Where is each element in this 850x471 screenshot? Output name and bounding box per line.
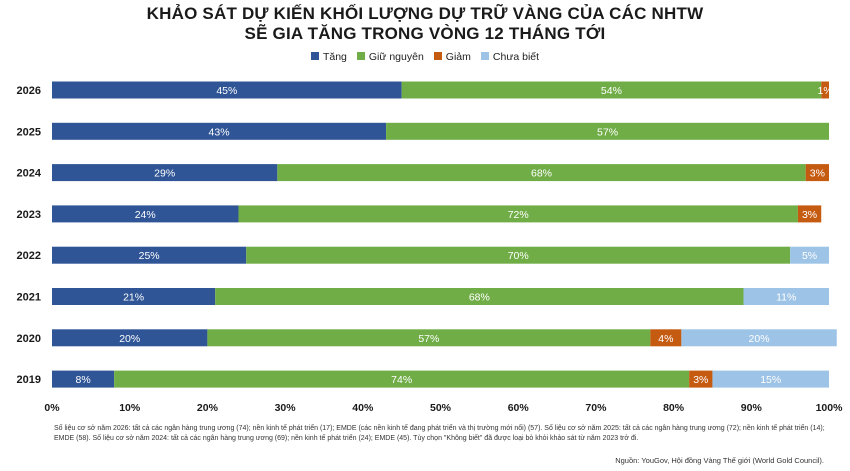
bar-2024-series-1 <box>277 164 806 182</box>
category-label-2021: 2021 <box>17 292 41 304</box>
bar-2025-series-1 <box>386 122 829 140</box>
chart-title-line1: KHẢO SÁT DỰ KIẾN KHỐI LƯỢNG DỰ TRỮ VÀNG … <box>146 4 704 23</box>
x-tick-label-0: 0% <box>44 402 60 414</box>
data-label-2020-series-1: 57% <box>418 333 439 345</box>
category-label-2022: 2022 <box>17 250 41 262</box>
legend-swatch <box>480 52 489 61</box>
data-label-2019-series-3: 15% <box>760 374 781 386</box>
data-label-2023-series-1: 72% <box>508 209 529 221</box>
legend-label: Tăng <box>322 51 347 64</box>
bar-2022-series-1 <box>246 246 791 264</box>
data-label-2019-series-0: 8% <box>75 374 90 386</box>
legend-item-1: Giữ nguyên <box>356 51 424 64</box>
x-tick-label-4: 40% <box>352 402 374 414</box>
category-label-2020: 2020 <box>17 333 41 345</box>
bar-2021-series-0 <box>52 288 216 305</box>
data-label-2022-series-1: 70% <box>508 250 529 262</box>
data-label-2019-series-1: 74% <box>391 374 412 386</box>
bar-2021-series-3 <box>743 288 829 305</box>
data-label-2022-series-3: 5% <box>802 250 817 262</box>
legend-item-2: Giảm <box>433 51 471 64</box>
category-label-2024: 2024 <box>17 168 42 180</box>
data-label-2021-series-1: 68% <box>469 292 490 304</box>
bar-2020-series-1 <box>207 329 651 347</box>
legend-label: Giảm <box>445 51 471 64</box>
x-tick-label-10: 100% <box>816 402 844 414</box>
x-tick-label-7: 70% <box>585 402 607 414</box>
source-note: Nguồn: YouGov, Hội đồng Vàng Thế giới (W… <box>615 456 824 465</box>
legend-item-3: Chưa biết <box>480 51 540 64</box>
chart-title-line2: SẼ GIA TĂNG TRONG VÒNG 12 THÁNG TỚI <box>244 24 606 43</box>
data-label-2026-series-0: 45% <box>216 85 237 97</box>
data-label-2022-series-0: 25% <box>139 250 160 262</box>
legend-label: Chưa biết <box>492 51 540 64</box>
category-label-2026: 2026 <box>17 85 41 97</box>
data-label-2020-series-0: 20% <box>119 333 140 345</box>
legend-swatch <box>310 52 319 61</box>
bar-2020-series-0 <box>52 329 208 347</box>
data-label-2021-series-3: 11% <box>776 292 796 304</box>
legend-item-0: Tăng <box>310 51 347 64</box>
bar-2022-series-0 <box>52 246 247 264</box>
legend: Tăng Giữ nguyên Giảm Chưa biết <box>0 51 850 63</box>
legend-label: Giữ nguyên <box>368 51 424 64</box>
bar-2025-series-0 <box>52 122 387 140</box>
bar-2024-series-2 <box>805 164 829 182</box>
bar-2019-series-1 <box>114 370 690 388</box>
bar-2023-series-2 <box>797 205 822 223</box>
bar-2026-series-0 <box>52 81 402 99</box>
category-label-2019: 2019 <box>17 374 41 386</box>
x-tick-label-8: 80% <box>663 402 685 414</box>
data-label-2024-series-2: 3% <box>810 168 825 180</box>
data-label-2025-series-1: 57% <box>597 126 618 138</box>
bar-2020-series-2 <box>650 329 682 347</box>
data-label-2024-series-1: 68% <box>531 168 552 180</box>
category-label-2023: 2023 <box>17 209 41 221</box>
bar-2019-series-0 <box>52 370 115 388</box>
data-label-2025-series-0: 43% <box>209 126 230 138</box>
data-label-2021-series-0: 21% <box>123 292 144 304</box>
bar-2023-series-0 <box>52 205 239 223</box>
bar-2019-series-3 <box>712 370 829 388</box>
bar-2021-series-1 <box>215 288 744 305</box>
x-tick-label-2: 20% <box>197 402 219 414</box>
data-label-2026-series-2: 1% <box>818 85 833 97</box>
data-label-2020-series-2: 4% <box>658 333 673 345</box>
x-tick-label-5: 50% <box>430 402 452 414</box>
bar-2020-series-3 <box>681 329 837 347</box>
x-tick-label-6: 60% <box>508 402 530 414</box>
data-label-2020-series-3: 20% <box>749 333 770 345</box>
footnote: Số liệu cơ sở năm 2026: tất cả các ngân … <box>54 425 825 442</box>
category-label-2025: 2025 <box>17 126 41 138</box>
bar-2026-series-1 <box>401 81 822 99</box>
bar-2026-series-2 <box>821 81 829 99</box>
bar-2023-series-1 <box>238 205 798 223</box>
legend-swatch <box>433 52 442 61</box>
data-label-2024-series-0: 29% <box>154 168 175 180</box>
bar-2022-series-3 <box>790 246 829 264</box>
x-tick-label-9: 90% <box>741 402 763 414</box>
data-label-2023-series-2: 3% <box>802 209 817 221</box>
data-label-2026-series-1: 54% <box>601 85 622 97</box>
data-label-2023-series-0: 24% <box>135 209 156 221</box>
x-tick-label-3: 30% <box>275 402 297 414</box>
bar-2019-series-2 <box>689 370 713 388</box>
x-tick-label-1: 10% <box>119 402 141 414</box>
bar-2024-series-0 <box>52 164 278 182</box>
data-label-2019-series-2: 3% <box>693 374 708 386</box>
legend-swatch <box>356 52 365 61</box>
